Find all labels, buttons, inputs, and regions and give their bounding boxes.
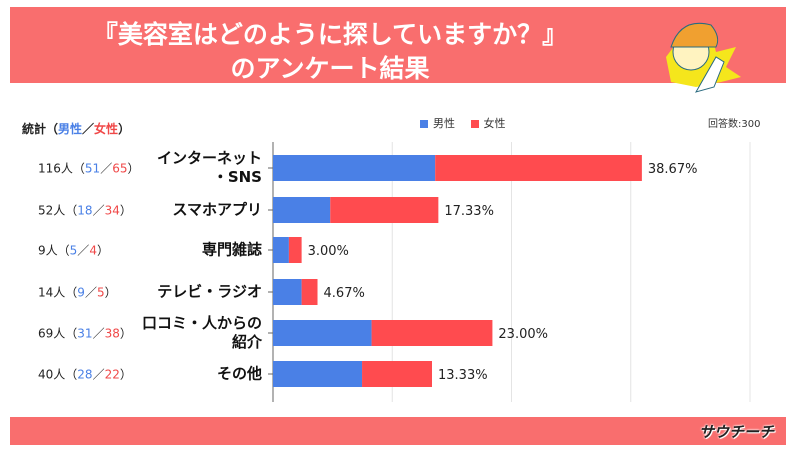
category-label: スマホアプリ: [172, 201, 262, 220]
stats-prefix: 統計（: [22, 122, 59, 136]
category-label: テレビ・ラジオ: [157, 283, 262, 302]
female-bar: [288, 237, 302, 263]
male-bar: [273, 320, 372, 346]
category-label-line: 紹介: [231, 333, 262, 351]
total: 9人: [38, 243, 58, 258]
count-label: 52人（18／34）: [38, 203, 132, 218]
stats-sep: ／: [82, 122, 95, 136]
female-bar: [371, 320, 493, 346]
male-count: 5: [69, 243, 78, 258]
category-label: インターネット ・SNS: [157, 149, 262, 187]
footer-banner: サウチーチ: [10, 417, 786, 445]
female-bar: [330, 197, 439, 223]
legend-swatch-male: [420, 120, 428, 128]
female-count: 4: [89, 243, 97, 258]
brand-logo: サウチーチ: [698, 423, 774, 441]
total: 69人: [38, 326, 66, 341]
percent-label: 13.33%: [438, 368, 488, 383]
count-label: 40人（28／22）: [38, 367, 132, 382]
male-bar: [273, 155, 436, 181]
male-count: 28: [77, 367, 93, 382]
count-label: 14人（9／5）: [38, 285, 117, 300]
legend: 男性 女性: [420, 115, 506, 131]
male-bar: [273, 279, 302, 305]
percent-label: 23.00%: [498, 327, 548, 342]
male-bar: [273, 237, 289, 263]
percent-label: 3.00%: [308, 244, 349, 259]
category-label: その他: [217, 365, 262, 384]
category-label-line: 専門雑誌: [201, 240, 262, 259]
total: 52人: [38, 203, 66, 218]
legend-female: 女性: [483, 117, 506, 130]
male-count: 9: [77, 285, 85, 300]
total: 14人: [38, 285, 66, 300]
female-count: 22: [104, 367, 120, 382]
header-banner: 『美容室はどのように探していますか？』 のアンケート結果: [10, 7, 786, 93]
title-line-1: 『美容室はどのように探していますか？』: [92, 20, 568, 49]
stats-header: 統計（男性／女性）: [22, 120, 130, 137]
category-label-line: 口コミ・人からの: [141, 314, 262, 332]
total: 40人: [38, 367, 66, 382]
category-label-line: スマホアプリ: [172, 200, 262, 219]
percent-label: 38.67%: [648, 162, 698, 177]
respondent-count: 回答数:300: [708, 119, 761, 130]
female-bar: [362, 361, 432, 387]
total: 116人: [38, 161, 73, 176]
legend-swatch-female: [470, 120, 479, 128]
female-bar: [301, 279, 318, 305]
title-line-2: のアンケート結果: [230, 54, 430, 83]
male-bar: [273, 361, 363, 387]
count-label: 9人（5／4）: [38, 243, 109, 258]
stats-male-label: 男性: [58, 122, 83, 136]
female-count: 5: [96, 285, 105, 300]
count-label: 69人（31／38）: [38, 326, 132, 341]
legend-male: 男性: [433, 117, 455, 130]
percent-label: 17.33%: [444, 204, 494, 219]
category-label: 口コミ・人からの 紹介: [142, 314, 262, 352]
female-bar: [435, 155, 642, 181]
category-label: 専門雑誌: [202, 241, 262, 260]
male-bar: [273, 197, 331, 223]
stats-suffix: ）: [118, 122, 131, 136]
stats-female-label: 女性: [94, 122, 119, 136]
male-count: 51: [84, 161, 101, 176]
female-count: 65: [112, 161, 128, 176]
count-label: 116人（51／65）: [38, 161, 140, 176]
female-count: 34: [104, 203, 120, 218]
male-count: 31: [77, 326, 93, 341]
category-label-line: テレビ・ラジオ: [157, 282, 262, 301]
category-label-line: インターネット: [156, 149, 262, 167]
male-count: 18: [77, 203, 93, 218]
mascot-illustration: [666, 22, 741, 93]
category-label-line: ・SNS: [212, 168, 262, 186]
percent-label: 4.67%: [324, 286, 365, 301]
category-label-line: その他: [216, 364, 262, 383]
female-count: 38: [104, 326, 120, 341]
